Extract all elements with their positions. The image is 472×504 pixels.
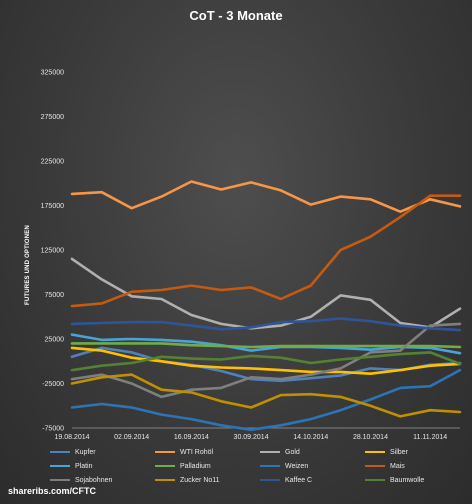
series-line-kaffee-c [70,317,462,332]
series-line-zucker-no11 [70,373,462,418]
series-line-weizen [70,368,462,432]
legend-item: Kupfer [50,446,155,458]
y-tick-label: 275000 [41,114,64,121]
legend-item: WTI Rohöl [155,446,260,458]
legend-label: Palladium [180,462,211,470]
y-tick-label: 125000 [41,248,64,255]
legend-label: WTI Rohöl [180,448,214,456]
legend-swatch [50,465,70,467]
legend-swatch [50,479,70,481]
source-footer: shareribs.com/CFTC [8,486,97,496]
y-tick-label: -25000 [42,381,64,388]
legend-label: Silber [390,448,408,456]
legend-label: Zucker No11 [180,476,220,484]
series-line-sojabohnen [70,322,462,399]
y-tick-label: -75000 [42,426,64,433]
y-tick-label: 175000 [41,203,64,210]
x-tick-label: 16.09.2014 [174,434,209,441]
legend-swatch [155,465,175,467]
x-tick-label: 02.09.2014 [114,434,149,441]
y-tick-label: 75000 [45,292,65,299]
series-line-wti-roh-l [70,180,462,213]
legend-item: Weizen [260,460,365,472]
legend-label: Kaffee C [285,476,313,484]
legend-swatch [155,451,175,453]
y-tick-label: 25000 [45,337,65,344]
series-line-baumwolle [70,351,462,372]
legend-swatch [365,465,385,467]
series-line-gold [70,257,462,330]
legend-label: Baumwolle [390,476,425,484]
x-tick-label: 11.11.2014 [413,434,447,441]
legend-label: Mais [390,462,405,470]
series-line-palladium [70,342,462,349]
x-tick-label: 30.09.2014 [234,434,269,441]
legend-swatch [50,451,70,453]
legend-item: Zucker No11 [155,474,260,486]
legend-swatch [260,451,280,453]
legend-item: Silber [365,446,470,458]
x-tick-label: 14.10.2014 [293,434,328,441]
legend-swatch [365,451,385,453]
series-line-platin [70,333,462,355]
legend-swatch [365,479,385,481]
chart-title: CoT - 3 Monate [189,8,283,23]
legend-swatch [155,479,175,481]
legend-item: Baumwolle [365,474,470,486]
legend-label: Sojabohnen [75,476,113,484]
legend-label: Gold [285,448,300,456]
y-tick-label: 325000 [41,70,64,77]
legend-item: Palladium [155,460,260,472]
legend-swatch [260,465,280,467]
x-tick-label: 19.08.2014 [54,434,89,441]
legend-label: Platin [75,462,93,470]
legend-item: Platin [50,460,155,472]
legend-item: Mais [365,460,470,472]
series-line-mais [70,194,462,308]
legend-swatch [260,479,280,481]
legend-label: Weizen [285,462,309,470]
chart-legend: Kupfer WTI Rohöl Gold Silber Platin Palladium… [50,446,470,486]
legend-item: Kaffee C [260,474,365,486]
legend-item: Gold [260,446,365,458]
series-line-silber [70,346,462,376]
x-tick-label: 28.10.2014 [353,434,388,441]
y-tick-label: 225000 [41,159,64,166]
legend-label: Kupfer [75,448,96,456]
legend-item: Sojabohnen [50,474,155,486]
